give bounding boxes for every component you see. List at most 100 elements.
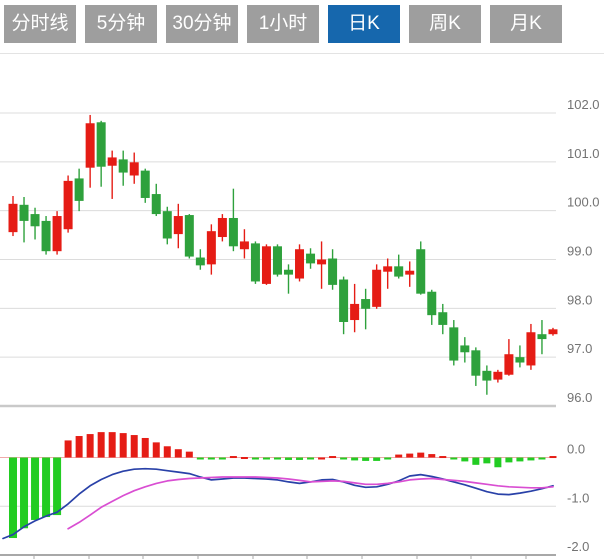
candle-body — [217, 217, 227, 238]
macd-histogram-bar — [64, 440, 72, 458]
candle-body — [52, 216, 62, 252]
price-axis-label: 102.0 — [567, 97, 600, 112]
macd-histogram-bar — [174, 449, 182, 458]
price-axis-label: 98.0 — [567, 292, 592, 307]
candle-body — [350, 303, 360, 321]
price-axis-label: 96.0 — [567, 390, 592, 405]
candle-body — [30, 214, 40, 227]
candle-body — [548, 329, 558, 335]
macd-histogram-bar — [185, 451, 193, 458]
candle-body — [173, 216, 183, 235]
tab-daily-k[interactable]: 日K — [328, 5, 400, 43]
macd-histogram-bar — [31, 457, 40, 520]
price-axis-label: 100.0 — [567, 195, 600, 210]
candle-body — [394, 266, 404, 277]
macd-histogram-bar — [273, 457, 281, 460]
candle-body — [284, 269, 293, 275]
candle-body — [195, 257, 205, 266]
macd-histogram-bar — [296, 457, 304, 460]
candle-body — [151, 194, 161, 215]
candle-body — [537, 334, 547, 340]
macd-histogram-bar — [152, 442, 160, 458]
macd-histogram-bar — [86, 434, 94, 458]
tab-30min[interactable]: 30分钟 — [166, 5, 238, 43]
macd-histogram-bar — [505, 457, 513, 463]
macd-histogram-bar — [373, 457, 381, 461]
macd-histogram-bar — [472, 457, 480, 465]
candle-body — [140, 170, 150, 198]
macd-histogram-bar — [108, 432, 116, 458]
macd-histogram-bar — [329, 456, 337, 459]
period-tabbar: 分时线 5分钟 30分钟 1小时 日K 周K 月K — [4, 5, 562, 43]
macd-histogram-bar — [516, 457, 524, 462]
macd-histogram-bar — [97, 432, 105, 458]
candle-body — [129, 162, 139, 176]
candle-body — [184, 215, 194, 257]
macd-histogram-bar — [20, 457, 29, 529]
candle-body — [85, 123, 95, 168]
candle-body — [361, 299, 371, 309]
candle-body — [250, 243, 260, 282]
macd-histogram-bar — [439, 456, 447, 459]
candle-body — [328, 258, 338, 285]
candle-body — [482, 370, 492, 381]
candle-body — [272, 246, 282, 275]
macd-histogram-bar — [549, 456, 557, 459]
macd-histogram-bar — [240, 457, 248, 460]
candle-body — [438, 312, 448, 325]
macd-histogram-bar — [395, 454, 403, 458]
macd-histogram-bar — [417, 452, 425, 458]
candle-body — [118, 159, 128, 173]
macd-histogram-bar — [141, 437, 149, 458]
macd-histogram-bar — [384, 457, 392, 460]
price-axis-label: 99.0 — [567, 243, 592, 258]
tab-5min[interactable]: 5分钟 — [85, 5, 157, 43]
candle-body — [493, 371, 503, 380]
macd-axis-label: 0.0 — [567, 442, 585, 457]
macd-histogram-bar — [461, 457, 469, 462]
macd-dif-line — [2, 467, 554, 540]
candle-body — [162, 211, 172, 239]
candle-body — [206, 231, 216, 265]
candle-body — [504, 354, 514, 375]
tab-1hour[interactable]: 1小时 — [247, 5, 319, 43]
candle-body — [515, 357, 525, 363]
macd-axis-label: -1.0 — [567, 490, 589, 505]
tab-time-line[interactable]: 分时线 — [4, 5, 76, 43]
macd-histogram-bar — [119, 433, 127, 458]
candle-body — [427, 291, 437, 316]
macd-histogram-bar — [406, 453, 414, 458]
candle-body — [239, 241, 249, 250]
macd-histogram-bar — [285, 457, 292, 460]
candle-body — [306, 253, 316, 264]
macd-histogram-bar — [351, 457, 359, 461]
macd-histogram-bar — [163, 446, 171, 458]
macd-histogram-bar — [340, 457, 348, 460]
macd-histogram-bar — [483, 457, 491, 464]
candle-body — [460, 345, 470, 353]
candle-body — [19, 204, 29, 221]
macd-histogram-bar — [75, 436, 83, 458]
candle-body — [405, 270, 415, 275]
candle-body — [74, 178, 84, 201]
macd-histogram-bar — [494, 457, 502, 468]
candle-body — [96, 122, 106, 167]
macd-histogram-bar — [42, 457, 51, 518]
candle-body — [107, 157, 117, 166]
macd-histogram-bar — [9, 457, 17, 539]
tabbar-divider — [0, 53, 604, 54]
tab-weekly-k[interactable]: 周K — [409, 5, 481, 43]
macd-histogram-bar — [53, 457, 62, 516]
candle-body — [63, 180, 73, 230]
macd-histogram-bar — [229, 456, 237, 459]
candle-body — [41, 220, 51, 252]
macd-axis-label: -2.0 — [567, 539, 589, 554]
candle-body — [317, 259, 327, 265]
candle-body — [471, 350, 481, 376]
tab-monthly-k[interactable]: 月K — [490, 5, 562, 43]
price-axis-label: 97.0 — [567, 341, 592, 356]
macd-histogram-bar — [538, 457, 546, 460]
candle-body — [416, 249, 426, 294]
macd-histogram-bar — [307, 457, 315, 460]
